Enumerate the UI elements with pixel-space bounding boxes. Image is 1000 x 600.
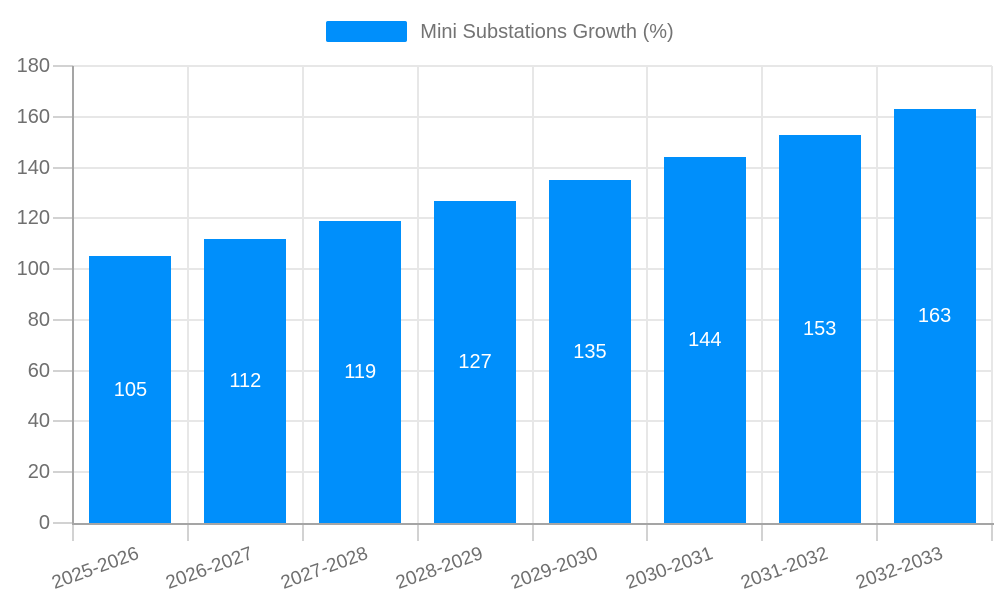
bar[interactable] (663, 157, 746, 523)
y-axis-label: 60 (27, 359, 50, 382)
legend[interactable]: Mini Substations Growth (%) (0, 21, 1000, 42)
y-axis-tick (53, 65, 73, 67)
x-gridline (761, 66, 764, 523)
y-axis-label: 140 (16, 156, 50, 179)
bar[interactable] (893, 109, 976, 523)
x-axis-tick (761, 525, 764, 541)
x-gridline (991, 66, 993, 523)
x-axis-tick (186, 525, 189, 541)
x-axis-tick (991, 525, 993, 541)
x-axis-tick (876, 525, 879, 541)
x-axis-label: 2027-2028 (278, 543, 372, 594)
y-axis-label: 0 (38, 512, 50, 534)
x-axis-label: 2030-2031 (623, 543, 716, 594)
y-axis-tick (53, 166, 73, 169)
y-axis-label: 180 (16, 55, 50, 77)
y-axis-tick (53, 115, 73, 118)
x-axis-label: 2032-2033 (852, 543, 946, 594)
x-axis-tick (646, 525, 649, 541)
bar[interactable] (204, 238, 287, 523)
x-axis-tick (301, 525, 304, 541)
y-axis-label: 100 (16, 258, 50, 281)
x-axis-label: 2025-2026 (48, 543, 142, 594)
x-axis-label: 2031-2032 (737, 543, 831, 594)
bar[interactable] (434, 200, 517, 523)
x-axis-label: 2026-2027 (163, 543, 257, 594)
x-axis-label: 2029-2030 (508, 543, 601, 594)
x-axis-tick (72, 525, 74, 541)
y-axis-tick (53, 318, 73, 321)
x-gridline (301, 66, 304, 523)
y-axis-tick (53, 522, 73, 524)
y-axis-tick (53, 217, 73, 220)
x-gridline (416, 66, 419, 523)
y-axis-label: 160 (16, 105, 50, 128)
x-axis-line (73, 523, 994, 525)
y-axis-label: 20 (27, 461, 50, 484)
y-axis-tick (53, 369, 73, 372)
bar[interactable] (548, 180, 631, 523)
x-gridline (186, 66, 189, 523)
bar[interactable] (89, 256, 172, 523)
y-axis-tick (53, 420, 73, 423)
x-axis-tick (531, 525, 534, 541)
x-gridline (531, 66, 534, 523)
y-axis-line (72, 66, 74, 525)
y-axis-label: 120 (16, 207, 50, 230)
x-axis-tick (416, 525, 419, 541)
legend-label: Mini Substations Growth (%) (420, 20, 674, 43)
y-axis-label: 80 (27, 308, 50, 331)
x-gridline (646, 66, 649, 523)
x-gridline (876, 66, 879, 523)
bar[interactable] (778, 134, 861, 523)
legend-swatch-icon (326, 21, 408, 42)
y-axis-tick (53, 471, 73, 474)
y-axis-label: 40 (27, 410, 50, 433)
y-axis-tick (53, 268, 73, 271)
bar[interactable] (319, 220, 402, 523)
x-axis-label: 2028-2029 (393, 543, 486, 594)
